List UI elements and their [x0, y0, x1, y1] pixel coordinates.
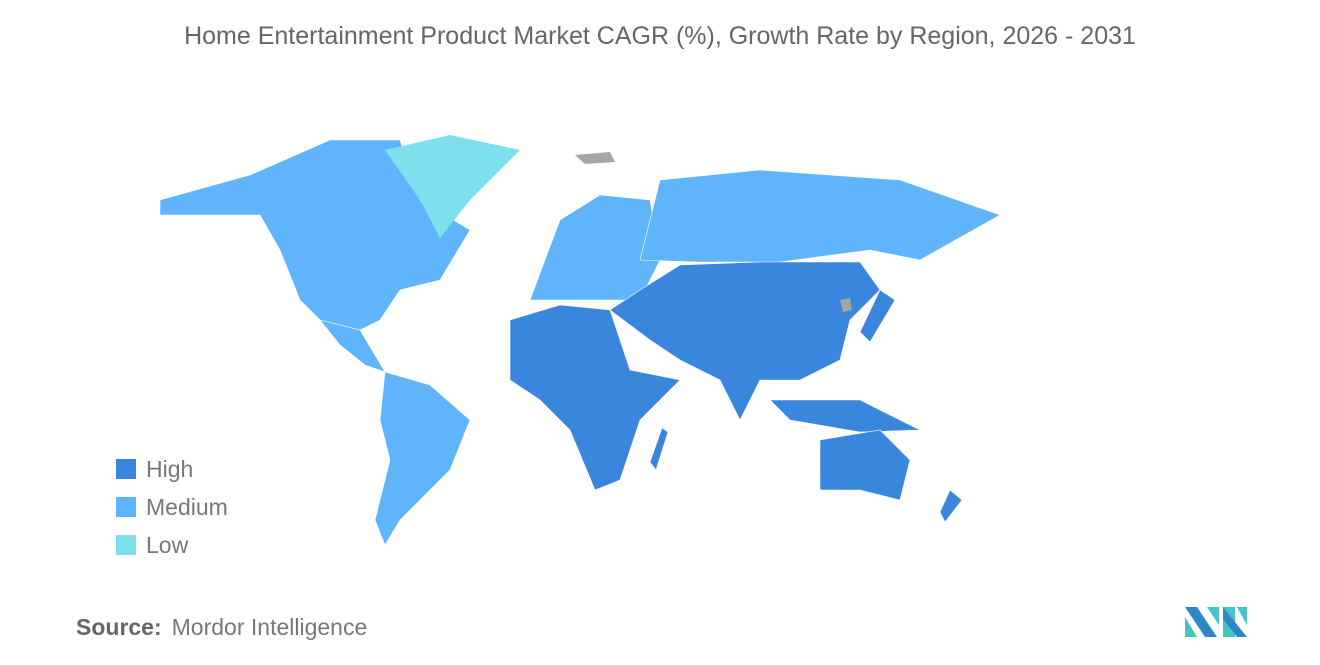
- legend-item-low: Low: [116, 526, 228, 564]
- region-japan: [859, 289, 896, 343]
- mordor-intelligence-logo: [1185, 607, 1247, 637]
- region-central-america: [319, 319, 386, 373]
- legend-item-medium: Medium: [116, 488, 228, 526]
- region-north-america: [159, 139, 471, 331]
- region-south-america: [374, 371, 471, 546]
- region-southeast-asia-islands: [769, 399, 921, 433]
- region-asia: [609, 261, 881, 421]
- region-no-data-korea: [840, 298, 852, 312]
- region-australia: [819, 429, 911, 501]
- region-greenland: [385, 135, 520, 238]
- region-africa: [509, 304, 681, 491]
- legend-item-high: High: [116, 450, 228, 488]
- legend: High Medium Low: [116, 450, 228, 564]
- source: Source: Mordor Intelligence: [76, 614, 368, 640]
- region-new-zealand: [939, 489, 963, 523]
- chart-title: Home Entertainment Product Market CAGR (…: [184, 22, 1136, 50]
- region-europe: [529, 194, 661, 301]
- region-russia: [639, 169, 1001, 263]
- region-madagascar: [649, 427, 669, 471]
- region-no-data-svalbard: [575, 152, 615, 164]
